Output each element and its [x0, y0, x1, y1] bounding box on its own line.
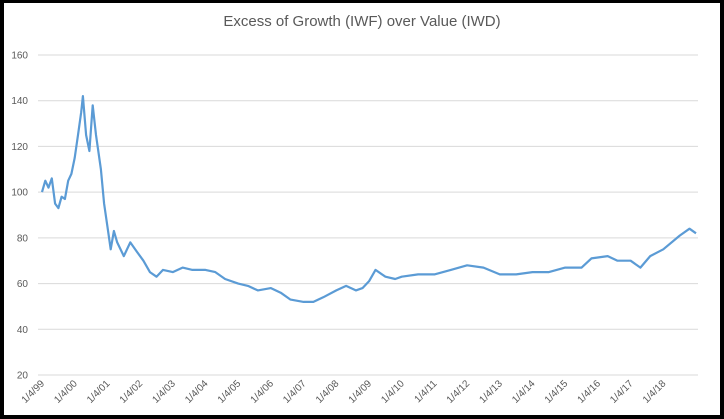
series-line: [40, 95, 697, 303]
chart-title: Excess of Growth (IWF) over Value (IWD): [223, 13, 500, 30]
y-tick-label: 100: [11, 188, 28, 199]
y-tick-label: 40: [17, 325, 29, 336]
y-tick-label: 20: [17, 371, 29, 382]
y-tick-label: 160: [11, 51, 28, 62]
chart-area: [4, 3, 720, 415]
y-tick-label: 60: [17, 279, 29, 290]
y-tick-label: 120: [11, 142, 28, 153]
y-tick-label: 80: [17, 233, 29, 244]
y-tick-label: 140: [11, 96, 28, 107]
